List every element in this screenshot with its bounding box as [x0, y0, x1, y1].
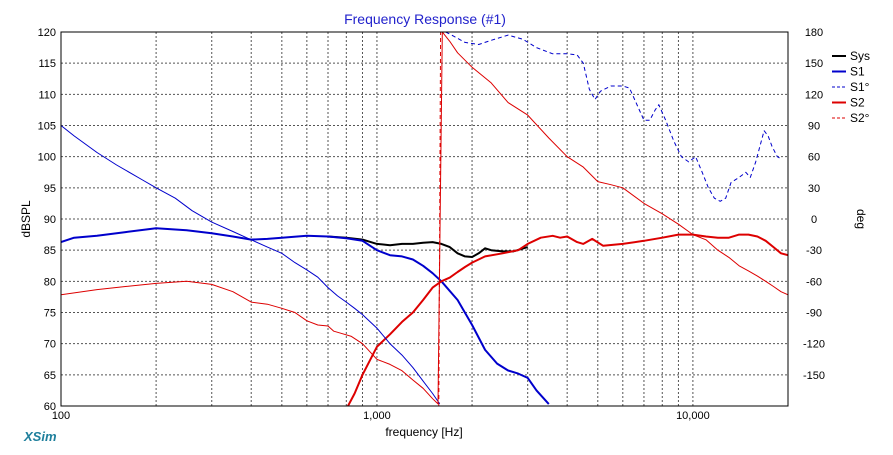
- y-tick-label: 85: [44, 245, 56, 257]
- xsim-watermark: XSim: [23, 429, 57, 444]
- series-layer: [61, 32, 788, 406]
- y2-tick-label: 60: [808, 152, 820, 164]
- x-tick-label: 100: [52, 410, 70, 422]
- y2-tick-label: -30: [806, 245, 822, 257]
- plot-frame: [60, 31, 789, 407]
- y2-axis-label: deg: [854, 209, 868, 229]
- series-line-s1: [61, 227, 550, 405]
- series-line-unlabeled-phase: [61, 32, 788, 405]
- y2-tick-label: 90: [808, 121, 820, 133]
- y-tick-label: 90: [44, 214, 56, 226]
- series-line-s1-phase: [445, 32, 782, 202]
- legend-label: S1: [850, 65, 865, 79]
- y-tick-label: 65: [44, 370, 56, 382]
- y2-tick-label: -120: [803, 339, 825, 351]
- y-tick-label: 95: [44, 183, 56, 195]
- y2-tick-label: 0: [811, 214, 817, 226]
- legend-label: S2: [850, 96, 865, 110]
- legend-label: S1°: [850, 80, 870, 94]
- series-line-s2: [347, 233, 788, 406]
- y-tick-label: 75: [44, 308, 56, 320]
- y-axis-label: dBSPL: [19, 200, 33, 238]
- y-tick-label: 120: [38, 27, 56, 39]
- tick-labels: 60 65 70 75 80 85 90 95 100 105 110 115 120 -150 -120 -…: [38, 27, 825, 422]
- legend-label: S2°: [850, 111, 870, 125]
- y-tick-label: 110: [38, 89, 56, 101]
- y2-tick-label: -60: [806, 276, 822, 288]
- y2-tick-label: 150: [805, 58, 823, 70]
- y2-tick-label: -150: [803, 370, 825, 382]
- y-tick-label: 100: [38, 152, 56, 164]
- series-line-s2-phase: [438, 32, 442, 406]
- y-tick-label: 105: [38, 121, 56, 133]
- y2-tick-label: 30: [808, 183, 820, 195]
- series-line-sys: [327, 235, 528, 258]
- y2-tick-label: 120: [805, 89, 823, 101]
- y-tick-label: 115: [38, 58, 56, 70]
- y2-tick-label: -90: [806, 308, 822, 320]
- series-line-unlabeled-phase: [61, 125, 441, 405]
- y-tick-label: 60: [44, 401, 56, 413]
- y-tick-label: 70: [44, 339, 56, 351]
- legend-label: Sys: [850, 49, 870, 63]
- y-tick-label: 80: [44, 276, 56, 288]
- x-axis-label: frequency [Hz]: [385, 425, 462, 439]
- y2-tick-label: 180: [805, 27, 823, 39]
- chart-title: Frequency Response (#1): [344, 11, 506, 27]
- x-tick-label: 10,000: [676, 410, 710, 422]
- x-tick-label: 1,000: [363, 410, 391, 422]
